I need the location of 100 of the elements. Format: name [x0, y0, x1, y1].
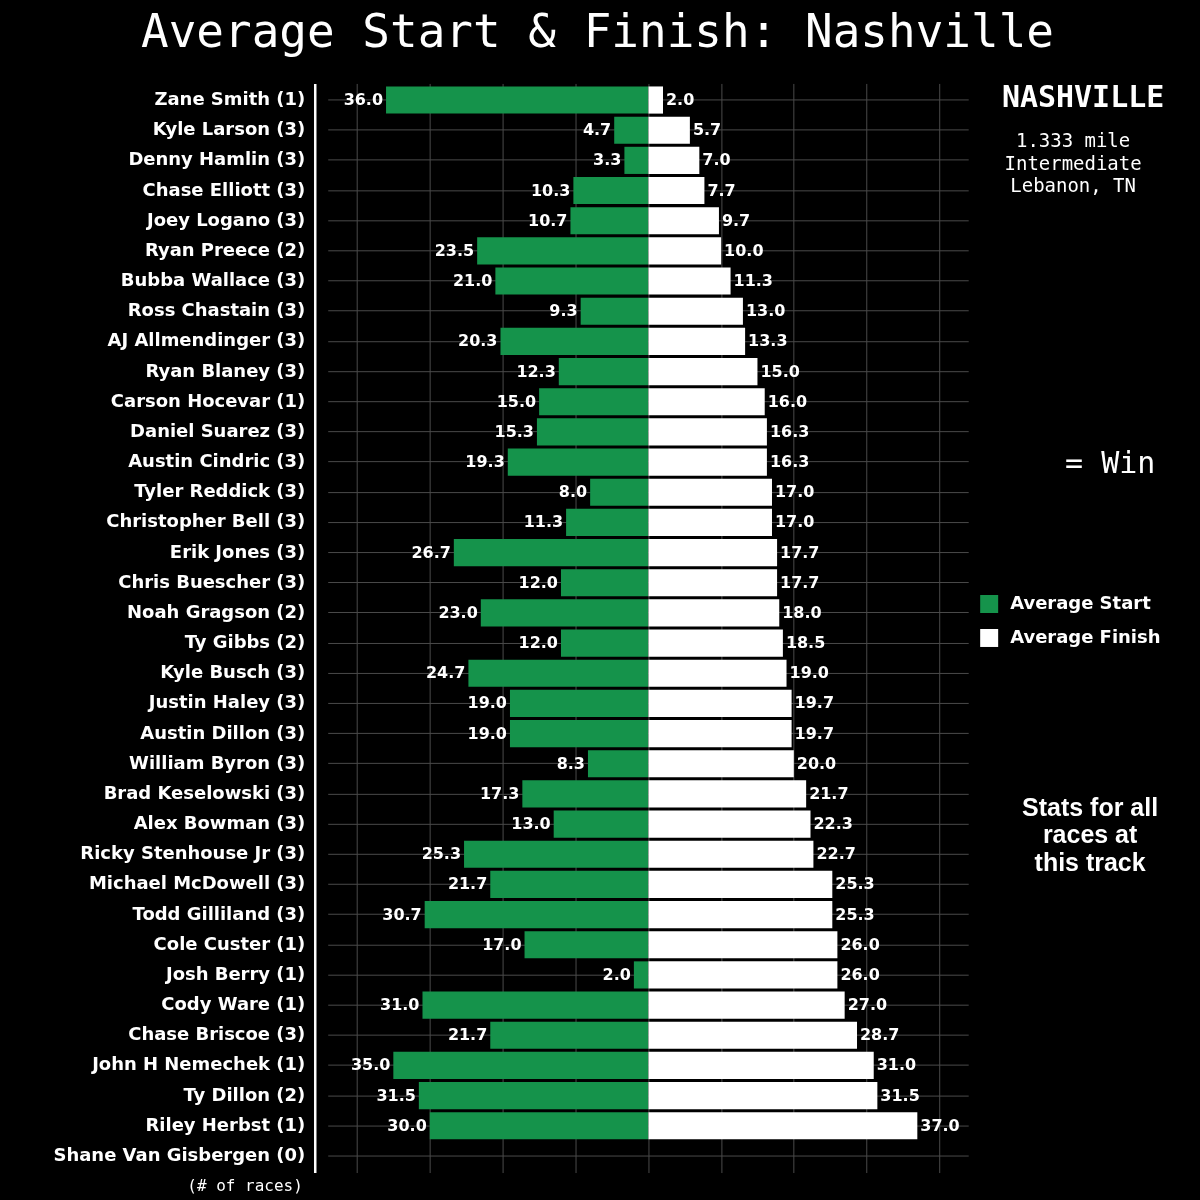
data-label: 19.0 [467, 723, 507, 743]
data-label: 18.0 [782, 602, 822, 622]
data-label: 30.7 [382, 904, 422, 924]
data-label: 19.7 [794, 723, 835, 743]
data-label: 18.5 [785, 633, 826, 653]
data-label: 9.7 [721, 210, 751, 230]
y-tick-label: Christopher Bell (3) [106, 510, 306, 532]
chart-title: Average Start & Finish: Nashville [141, 4, 1054, 59]
y-tick-label: Zane Smith (1) [154, 88, 306, 110]
data-label: 8.0 [558, 482, 588, 502]
y-tick-label: Chris Buescher (3) [118, 570, 306, 592]
y-tick-label: Chase Elliott (3) [142, 178, 306, 200]
y-tick-label: Bubba Wallace (3) [120, 269, 306, 291]
y-tick-label: Cole Custer (1) [153, 932, 306, 954]
data-label: 12.0 [518, 572, 558, 592]
y-tick-label: Kyle Busch (3) [160, 661, 306, 683]
data-label: 36.0 [343, 90, 384, 110]
data-label: 4.7 [582, 120, 612, 140]
y-tick-label: AJ Allmendinger (3) [107, 329, 306, 351]
y-tick-label: Ross Chastain (3) [127, 299, 306, 321]
data-label: 23.5 [434, 240, 475, 260]
y-tick-label: John H Nemechek (1) [90, 1053, 306, 1075]
data-label: 31.5 [376, 1085, 416, 1105]
y-tick-label: Todd Gilliland (3) [132, 902, 306, 924]
y-tick-label: Brad Keselowski (3) [103, 781, 306, 803]
data-label: 2.0 [665, 90, 695, 110]
data-label: 10.7 [528, 210, 568, 230]
y-tick-label: Erik Jones (3) [169, 540, 306, 562]
data-label: 28.7 [860, 1025, 900, 1045]
data-label: 19.0 [789, 663, 829, 683]
data-label: 20.3 [458, 331, 498, 351]
data-label: 22.7 [816, 844, 856, 864]
data-label: 37.0 [920, 1115, 960, 1135]
y-tick-label: Josh Berry (1) [163, 962, 306, 984]
data-label: 17.0 [482, 934, 522, 954]
y-tick-label: Shane Van Gisbergen (0) [53, 1143, 306, 1165]
data-label: 8.3 [556, 753, 585, 773]
data-label: 12.3 [516, 361, 556, 381]
data-label: 5.7 [692, 120, 722, 140]
data-label: 17.3 [479, 783, 520, 803]
bar [633, 961, 649, 989]
data-label: 3.3 [593, 150, 622, 170]
data-label: 19.0 [467, 693, 507, 713]
y-tick-label: Justin Haley (3) [146, 691, 306, 713]
text: NASHVILLE [1001, 79, 1165, 115]
data-label: 17.7 [780, 542, 820, 562]
data-label: 26.0 [840, 964, 880, 984]
data-label: 11.3 [733, 271, 773, 291]
data-label: 11.3 [523, 512, 564, 532]
data-label: 10.3 [530, 180, 571, 200]
data-label: 21.7 [447, 874, 488, 894]
data-label: 30.0 [387, 1115, 427, 1135]
data-label: 25.3 [421, 844, 462, 864]
data-label: 24.7 [426, 663, 466, 683]
text: = Win [1065, 445, 1156, 481]
bar [648, 86, 663, 114]
text: Stats for all races at this track [1022, 792, 1159, 876]
data-label: 31.0 [876, 1055, 917, 1075]
data-label: 10.0 [724, 240, 764, 260]
data-label: 13.0 [511, 814, 551, 834]
data-label: 31.5 [880, 1085, 920, 1105]
data-label: 12.0 [518, 633, 558, 653]
y-tick-label: Kyle Larson (3) [152, 118, 306, 140]
y-tick-label: Tyler Reddick (3) [134, 480, 306, 502]
text: (# of races) [187, 1175, 303, 1195]
data-label: 25.3 [835, 904, 875, 924]
data-label: 16.3 [769, 421, 810, 441]
y-tick-label: Carson Hocevar (1) [110, 389, 306, 411]
y-tick-label: Ty Dillon (2) [183, 1083, 306, 1105]
y-tick-label: Ricky Stenhouse Jr (3) [80, 842, 306, 864]
y-tick-label: Noah Gragson (2) [127, 600, 306, 622]
data-label: 16.0 [767, 391, 808, 411]
y-tick-label: Austin Cindric (3) [128, 450, 306, 472]
data-label: 17.0 [774, 512, 815, 532]
y-tick-label: Ryan Blaney (3) [145, 359, 306, 381]
data-label: 26.7 [411, 542, 451, 562]
data-label: 13.3 [748, 331, 788, 351]
y-tick-label: Riley Herbst (1) [145, 1113, 306, 1135]
y-tick-label: Ryan Preece (2) [144, 238, 306, 260]
legend-label: Average Finish [1010, 625, 1161, 647]
data-label: 35.0 [350, 1055, 391, 1075]
y-tick-label: Joey Logano (3) [144, 208, 306, 230]
data-label: 15.0 [496, 391, 537, 411]
data-label: 15.3 [494, 421, 534, 441]
data-label: 21.0 [452, 271, 493, 291]
y-tick-label: Austin Dillon (3) [140, 721, 306, 743]
y-tick-label: Cody Ware (1) [161, 993, 306, 1015]
y-tick-label: Daniel Suarez (3) [130, 419, 306, 441]
data-label: 27.0 [847, 995, 888, 1015]
y-tick-label: Michael McDowell (3) [88, 872, 306, 894]
data-label: 7.0 [702, 150, 731, 170]
data-label: 13.0 [745, 301, 786, 321]
data-label: 2.0 [602, 964, 631, 984]
data-label: 21.7 [447, 1025, 488, 1045]
data-label: 22.3 [813, 814, 853, 834]
data-label: 9.3 [549, 301, 578, 321]
text: 1.333 mile Intermediate Lebanon, TN [1004, 129, 1142, 197]
data-label: 17.0 [774, 482, 815, 502]
legend-label: Average Start [1010, 592, 1152, 613]
data-label: 21.7 [809, 783, 849, 803]
